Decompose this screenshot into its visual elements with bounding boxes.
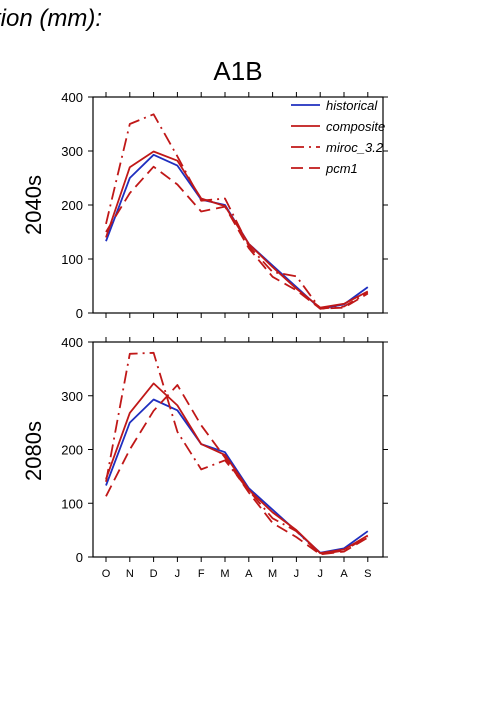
- x-tick-label: M: [220, 568, 229, 580]
- y-tick-label: 300: [61, 144, 83, 159]
- x-tick-label: J: [294, 568, 300, 580]
- row-label: 2040s: [21, 175, 46, 235]
- y-tick-label: 300: [61, 389, 83, 404]
- series-composite: [105, 150, 369, 309]
- figure-headline: tion (mm):: [0, 5, 102, 32]
- plot-frame: [92, 341, 384, 558]
- y-tick-label: 100: [61, 496, 83, 511]
- scenario-title: A1B: [213, 56, 262, 86]
- y-tick-label: 0: [76, 306, 83, 321]
- x-tick-label: A: [340, 568, 348, 580]
- row-label: 2080s: [21, 421, 46, 481]
- y-tick-label: 100: [61, 252, 83, 267]
- x-tick-label: J: [175, 568, 181, 580]
- y-tick-label: 200: [61, 443, 83, 458]
- legend: historical composite miroc_3.2 pcm1: [291, 98, 385, 176]
- x-tick-label: D: [150, 568, 158, 580]
- y-tick-label: 400: [61, 335, 83, 350]
- panel-2040s: 2040s 0 100 200 300 400 historical composite mir…: [21, 90, 388, 321]
- legend-label: composite: [326, 119, 385, 134]
- series-pcm1: [105, 384, 369, 556]
- series-miroc_3.2: [105, 351, 369, 556]
- x-tick-label: F: [198, 568, 205, 580]
- series-pcm1: [105, 165, 369, 310]
- y-tick-label: 0: [76, 550, 83, 565]
- y-tick-label: 400: [61, 90, 83, 105]
- legend-label: miroc_3.2: [326, 140, 384, 155]
- series-composite: [105, 382, 369, 555]
- x-tick-label: J: [317, 568, 323, 580]
- x-tick-label: N: [126, 568, 134, 580]
- x-tick-label: S: [364, 568, 371, 580]
- x-tick-label: O: [102, 568, 111, 580]
- y-tick-label: 200: [61, 198, 83, 213]
- legend-label: historical: [326, 98, 378, 113]
- x-tick-label: M: [268, 568, 277, 580]
- chart-panels: 2040s 0 100 200 300 400 historical composite mir…: [21, 90, 388, 580]
- series-historical: [105, 153, 369, 310]
- panel-2080s: 2080s 0 100 200 300 400 O N D J F M A M J J A S: [21, 335, 388, 580]
- legend-label: pcm1: [325, 161, 358, 176]
- x-tick-label: A: [245, 568, 253, 580]
